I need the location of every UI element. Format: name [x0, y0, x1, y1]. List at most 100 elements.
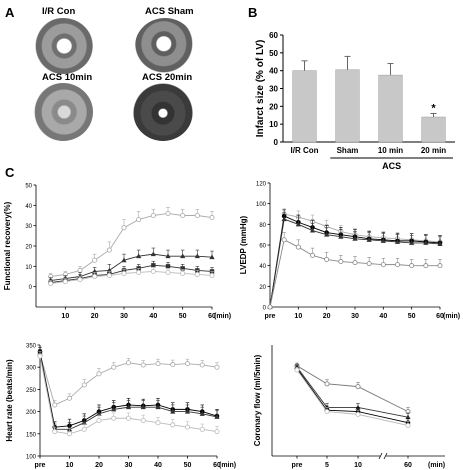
coronary-x-tick-label: 10	[354, 462, 362, 469]
functional-y-axis-label: Functional recovery(%)	[3, 201, 12, 290]
functional-data-point	[165, 264, 171, 269]
lvedp-data-point	[437, 263, 443, 269]
heartrate-y-tick-label: 200	[26, 410, 37, 416]
heartrate-data-point	[126, 415, 132, 421]
heartrate-data-point	[199, 426, 205, 432]
functional-data-point	[180, 270, 186, 276]
lvedp-data-point	[380, 238, 386, 243]
heartrate-x-tick-label: pre	[35, 462, 46, 469]
heartrate-data-point	[155, 361, 161, 367]
infarct-bar	[378, 74, 403, 143]
functional-y-tick-label: 30	[25, 224, 32, 230]
heartrate-y-tick-label: 350	[26, 344, 37, 350]
heart-label-acs-20min: ACS 20min	[142, 72, 193, 83]
heartrate-data-point	[140, 362, 146, 368]
functional-data-point	[209, 254, 215, 260]
functional-series-line	[50, 253, 213, 282]
lvedp-x-tick-label: 50	[408, 313, 416, 320]
functional-data-point	[165, 253, 171, 259]
functional-data-point	[77, 277, 83, 283]
panel-letter-a: A	[5, 5, 15, 20]
heartrate-y-axis-label: Heart rate (beats/min)	[5, 359, 14, 442]
infarct-bar	[292, 70, 317, 143]
lvedp-data-point	[423, 240, 429, 245]
lvedp-data-point	[309, 252, 315, 258]
lvedp-x-tick-label: 10	[294, 313, 302, 320]
lvedp-data-point	[380, 262, 386, 268]
infarct-y-tick-label: 30	[269, 85, 278, 94]
functional-y-tick-label: 20	[25, 245, 32, 251]
heartrate-data-point	[184, 361, 190, 367]
coronary-data-point	[355, 384, 361, 390]
functional-x-tick-label: 30	[120, 313, 128, 320]
lvedp-data-point	[281, 216, 287, 222]
functional-x-tick-label: 60	[208, 313, 216, 320]
heartrate-data-point	[170, 422, 176, 428]
coronary-series-line	[296, 365, 409, 413]
lvedp-data-point	[352, 260, 358, 266]
functional-data-point	[180, 253, 186, 259]
heartrate-data-point	[111, 364, 117, 370]
heartrate-x-tick-label: 30	[125, 462, 133, 469]
heartrate-data-point	[184, 408, 191, 414]
infarct-group-label: ACS	[382, 161, 401, 171]
lvedp-data-point	[324, 231, 330, 237]
lvedp-x-tick-label: 60	[436, 313, 444, 320]
functional-data-point	[77, 267, 83, 273]
heartrate-data-point	[170, 408, 176, 414]
functional-data-point	[48, 281, 54, 287]
lvedp-series-line	[269, 239, 440, 308]
coronary-x-axis-label: (min)	[428, 462, 445, 469]
functional-x-tick-label: 50	[179, 313, 187, 320]
functional-data-point	[136, 253, 142, 259]
heart-section-ir-con	[33, 18, 93, 74]
functional-y-tick-label: 40	[25, 204, 32, 210]
lvedp-x-axis-label: (min)	[443, 313, 460, 320]
lvedp-data-point	[437, 241, 443, 246]
heartrate-data-point	[96, 371, 102, 377]
heartrate-y-tick-label: 300	[26, 366, 37, 372]
panel-letter-c: C	[5, 165, 15, 180]
heartrate-x-tick-label: 10	[66, 462, 74, 469]
functional-data-point	[106, 247, 112, 253]
heartrate-data-point	[67, 431, 73, 437]
functional-data-point	[150, 212, 156, 218]
heartrate-series-line	[39, 356, 218, 435]
lvedp-y-tick-label: 0	[263, 306, 267, 312]
coronary-data-point	[405, 414, 411, 420]
functional-x-tick-label: 20	[91, 313, 99, 320]
functional-x-tick-label: 10	[61, 313, 69, 320]
panel-letter-b: B	[248, 5, 258, 20]
lvedp-y-tick-label: 20	[259, 285, 266, 291]
heartrate-x-tick-label: 20	[95, 462, 103, 469]
functional-data-point	[194, 212, 200, 218]
functional-data-point	[194, 253, 200, 259]
heartrate-data-point	[52, 402, 58, 408]
heartrate-data-point	[199, 362, 205, 368]
functional-data-point	[209, 272, 215, 278]
heartrate-data-point	[96, 417, 102, 423]
lvedp-y-tick-label: 120	[256, 182, 267, 188]
functional-data-point	[150, 268, 156, 274]
functional-data-point	[92, 273, 98, 279]
lvedp-data-point	[267, 304, 273, 310]
heartrate-data-point	[37, 353, 43, 359]
lvedp-data-point	[352, 236, 358, 241]
infarct-significance-mark: *	[431, 102, 436, 114]
lvedp-data-point	[409, 263, 415, 269]
lvedp-y-tick-label: 60	[259, 244, 266, 250]
coronary-axis-break-mark	[378, 452, 383, 460]
lvedp-x-tick-label: 30	[351, 313, 359, 320]
heartrate-data-point	[170, 362, 176, 368]
functional-data-point	[121, 257, 127, 263]
functional-series-line	[50, 264, 213, 284]
infarct-y-tick-label: 20	[269, 102, 278, 111]
infarct-category-label: I/R Con	[291, 146, 319, 155]
functional-data-point	[165, 210, 171, 216]
infarct-bar	[421, 116, 446, 143]
functional-x-tick-label: 40	[149, 313, 157, 320]
heart-label-acs-sham: ACS Sham	[145, 6, 194, 17]
lvedp-data-point	[309, 227, 316, 233]
functional-data-point	[121, 225, 127, 231]
coronary-y-axis-label: Coronary flow (ml/5min)	[253, 354, 262, 446]
